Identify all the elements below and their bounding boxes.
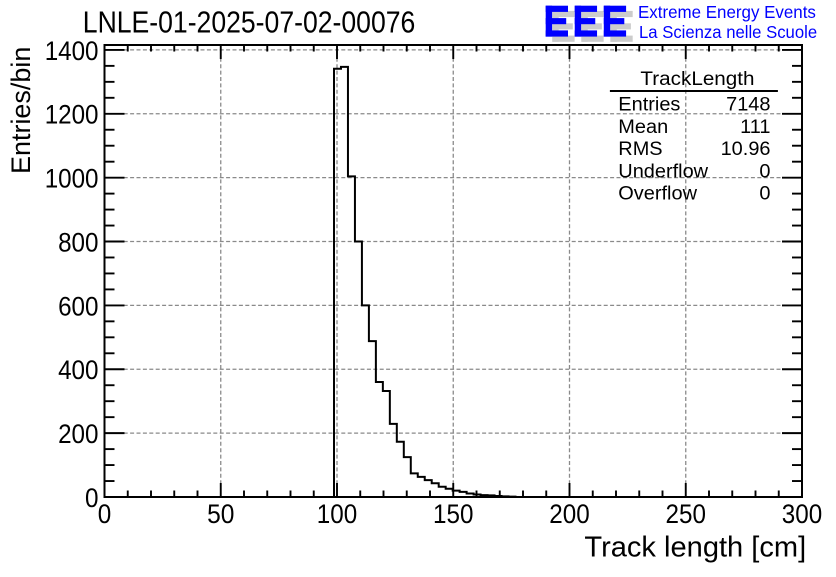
- svg-text:0: 0: [759, 161, 770, 182]
- svg-text:200: 200: [549, 498, 589, 529]
- svg-text:100: 100: [317, 498, 357, 529]
- svg-text:7148: 7148: [726, 95, 770, 116]
- svg-text:0: 0: [759, 184, 770, 205]
- svg-text:Track length [cm]: Track length [cm]: [584, 531, 806, 563]
- svg-text:Extreme Energy Events: Extreme Energy Events: [638, 2, 816, 22]
- svg-text:0: 0: [98, 498, 112, 529]
- svg-text:111: 111: [740, 117, 770, 138]
- svg-text:150: 150: [433, 498, 473, 529]
- svg-text:50: 50: [207, 498, 234, 529]
- svg-text:Underflow: Underflow: [618, 161, 708, 182]
- svg-text:Overflow: Overflow: [618, 184, 697, 205]
- svg-text:Entries/bin: Entries/bin: [5, 47, 36, 174]
- svg-text:400: 400: [58, 354, 98, 385]
- svg-text:600: 600: [58, 290, 98, 321]
- svg-text:TrackLength: TrackLength: [640, 69, 754, 90]
- svg-text:250: 250: [666, 498, 706, 529]
- svg-text:300: 300: [782, 498, 822, 529]
- svg-text:RMS: RMS: [618, 139, 662, 160]
- svg-text:Mean: Mean: [618, 117, 668, 138]
- svg-text:LNLE-01-2025-07-02-00076: LNLE-01-2025-07-02-00076: [83, 6, 416, 40]
- svg-text:800: 800: [58, 226, 98, 257]
- svg-text:1000: 1000: [45, 163, 99, 194]
- svg-text:1400: 1400: [45, 35, 99, 66]
- svg-text:10.96: 10.96: [721, 139, 771, 160]
- svg-text:1200: 1200: [45, 99, 99, 130]
- svg-text:200: 200: [58, 418, 98, 449]
- svg-text:La Scienza nelle Scuole: La Scienza nelle Scuole: [639, 22, 817, 42]
- svg-text:0: 0: [85, 482, 99, 513]
- svg-text:Entries: Entries: [618, 95, 680, 116]
